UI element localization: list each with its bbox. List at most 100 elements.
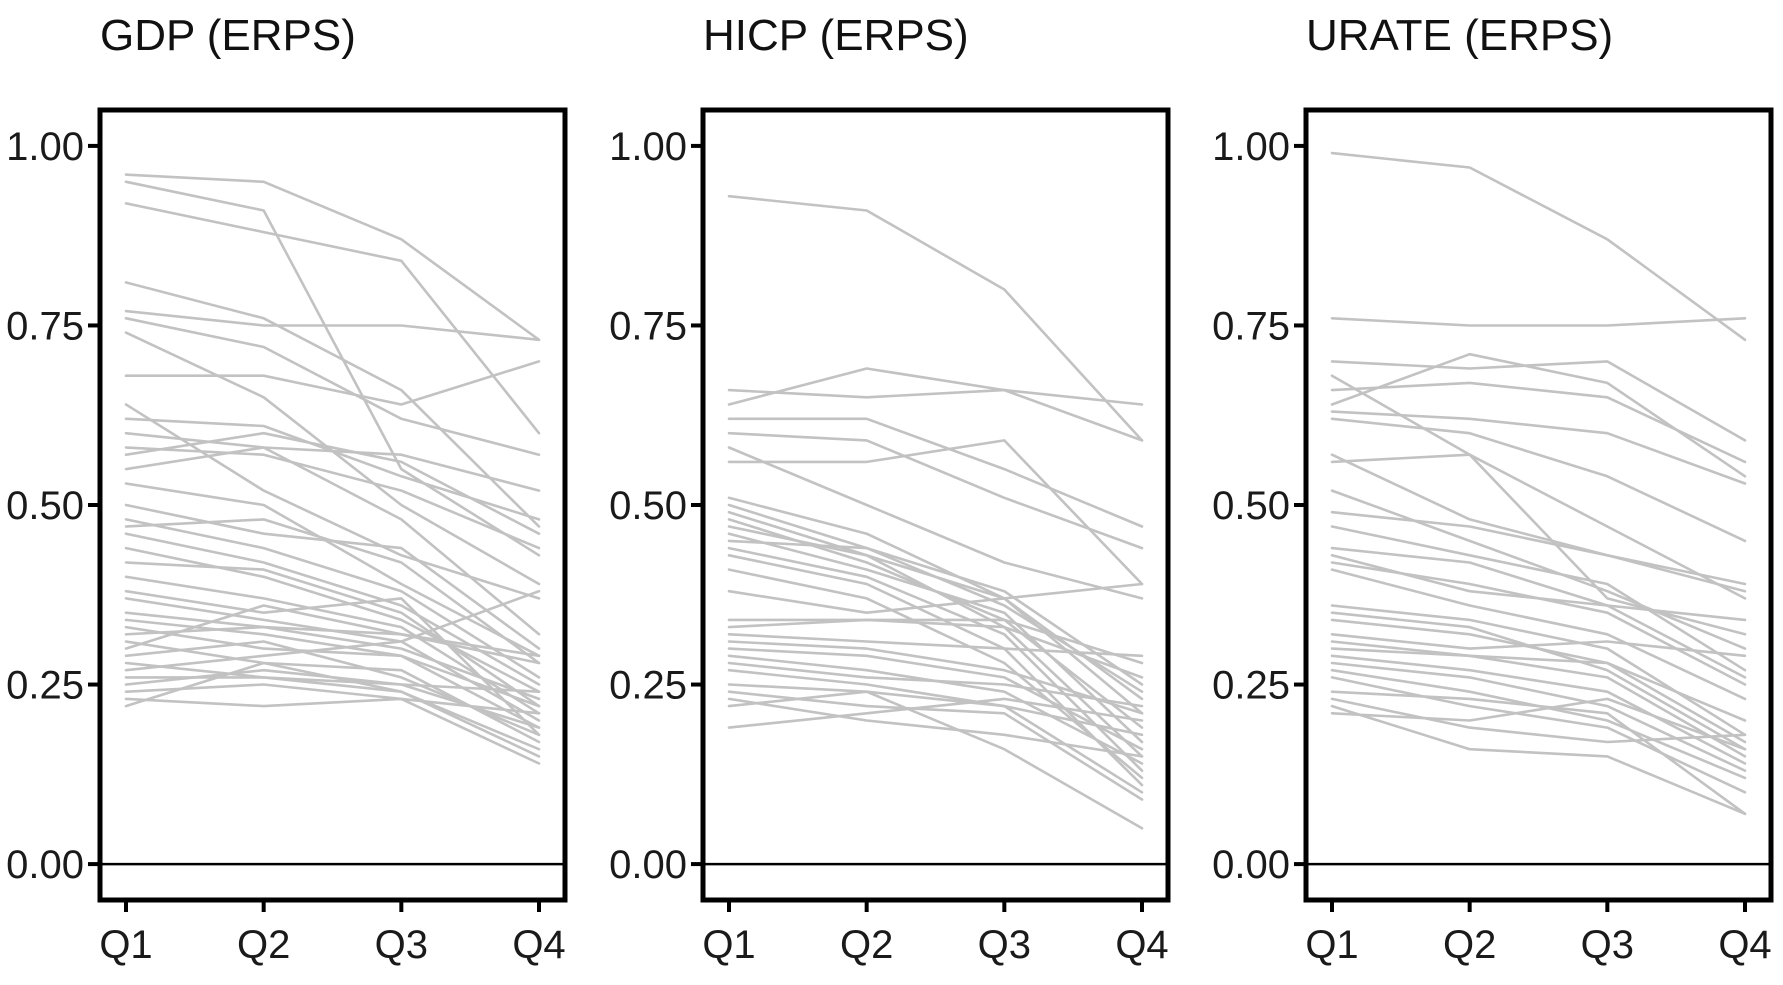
series-line-9 <box>1330 453 1747 586</box>
series-line-30 <box>1330 704 1747 816</box>
series-line-15 <box>124 482 541 658</box>
x-tick-label: Q1 <box>702 923 755 967</box>
y-tick-label: 0.25 <box>609 664 687 708</box>
series-line-31 <box>727 697 1144 729</box>
series-line-30 <box>124 604 541 665</box>
series-line-22 <box>1330 640 1747 758</box>
series-group <box>727 194 1144 830</box>
x-tick-label: Q3 <box>375 923 428 967</box>
series-line-18 <box>124 518 541 665</box>
series-line-3 <box>1330 360 1747 442</box>
series-line-21 <box>727 632 1144 658</box>
series-line-33 <box>124 589 541 672</box>
series-line-20 <box>1330 618 1747 744</box>
series-line-6 <box>1330 352 1747 478</box>
series-line-17 <box>124 518 541 679</box>
series-line-21 <box>124 561 541 708</box>
series-line-29 <box>1330 697 1747 744</box>
series-line-16 <box>727 553 1144 787</box>
series-line-3 <box>727 367 1144 442</box>
y-tick-label: 0.50 <box>6 484 84 528</box>
series-line-27 <box>727 683 1144 737</box>
series-line-28 <box>1330 690 1747 816</box>
series-line-11 <box>124 431 541 492</box>
series-line-29 <box>727 697 1144 758</box>
panel-1: GDP (ERPS) 0.00 0.25 0.50 0.75 1.00 Q1 Q2 Q3 Q4 <box>6 11 568 967</box>
series-group <box>1330 151 1747 816</box>
series-line-22 <box>727 640 1144 715</box>
panel-title: URATE (ERPS) <box>1306 11 1613 60</box>
series-line-38 <box>124 661 541 758</box>
y-tick-label: 0.00 <box>609 843 687 887</box>
series-line-7 <box>1330 410 1747 485</box>
series-line-26 <box>1330 668 1747 780</box>
x-tick-label: Q2 <box>237 923 290 967</box>
series-line-37 <box>124 697 541 715</box>
series-line-5 <box>124 309 541 342</box>
x-tick-label: Q3 <box>978 923 1031 967</box>
x-tick-label: Q3 <box>1581 923 1634 967</box>
y-tick-label: 1.00 <box>6 125 84 169</box>
series-line-13 <box>1330 525 1747 672</box>
series-line-13 <box>727 532 1144 744</box>
series-line-10 <box>124 417 541 521</box>
y-tick-label: 1.00 <box>1212 125 1290 169</box>
series-line-8 <box>124 360 541 406</box>
x-tick-label: Q4 <box>1115 923 1168 967</box>
series-line-19 <box>727 618 1144 665</box>
x-tick-label: Q4 <box>1718 923 1771 967</box>
series-line-6 <box>727 446 1144 600</box>
series-line-25 <box>124 611 541 658</box>
series-line-2 <box>727 388 1144 406</box>
series-line-23 <box>727 647 1144 751</box>
series-line-5 <box>727 431 1144 550</box>
x-tick-label: Q1 <box>99 923 152 967</box>
series-line-7 <box>727 439 1144 586</box>
series-line-23 <box>1330 647 1747 722</box>
series-line-2 <box>1330 316 1747 327</box>
series-line-6 <box>124 316 541 457</box>
x-tick-label: Q4 <box>512 923 565 967</box>
series-line-9 <box>727 503 1144 686</box>
series-line-18 <box>727 582 1144 615</box>
series-line-26 <box>727 668 1144 794</box>
series-line-4 <box>124 281 541 528</box>
y-tick-label: 0.50 <box>1212 484 1290 528</box>
panel-2: HICP (ERPS) 0.00 0.25 0.50 0.75 1.00 Q1 Q2 Q3 Q4 <box>609 11 1171 967</box>
series-line-2 <box>124 180 541 557</box>
series-line-24 <box>1330 654 1747 765</box>
y-tick-label: 0.75 <box>6 304 84 348</box>
series-line-1 <box>727 194 1144 442</box>
x-tick-label: Q2 <box>840 923 893 967</box>
series-line-28 <box>124 625 541 701</box>
series-line-11 <box>1330 489 1747 650</box>
series-group <box>124 173 541 765</box>
series-line-5 <box>1330 381 1747 464</box>
series-line-36 <box>124 683 541 765</box>
x-tick-label: Q2 <box>1443 923 1496 967</box>
series-line-27 <box>124 625 541 729</box>
series-line-23 <box>124 589 541 737</box>
panel-title: GDP (ERPS) <box>100 11 356 60</box>
series-line-22 <box>124 575 541 715</box>
panel-frame <box>700 107 1171 903</box>
series-line-32 <box>124 661 541 694</box>
series-line-14 <box>124 446 541 636</box>
series-line-4 <box>727 417 1144 528</box>
y-tick-label: 0.75 <box>609 304 687 348</box>
series-line-17 <box>1330 568 1747 701</box>
series-line-35 <box>124 668 541 729</box>
series-line-14 <box>1330 546 1747 679</box>
y-tick-label: 1.00 <box>609 125 687 169</box>
y-tick-label: 0.00 <box>6 843 84 887</box>
y-tick-label: 0.25 <box>1212 664 1290 708</box>
series-line-14 <box>727 539 1144 694</box>
series-line-27 <box>1330 676 1747 794</box>
y-tick-label: 0.75 <box>1212 304 1290 348</box>
y-tick-label: 0.00 <box>1212 843 1290 887</box>
series-line-1 <box>1330 151 1747 342</box>
series-line-12 <box>1330 510 1747 593</box>
series-line-31 <box>1330 697 1747 751</box>
series-line-3 <box>124 202 541 435</box>
